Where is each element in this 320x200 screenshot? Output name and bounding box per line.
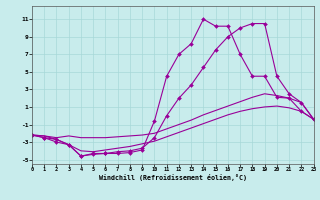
X-axis label: Windchill (Refroidissement éolien,°C): Windchill (Refroidissement éolien,°C) bbox=[99, 174, 247, 181]
